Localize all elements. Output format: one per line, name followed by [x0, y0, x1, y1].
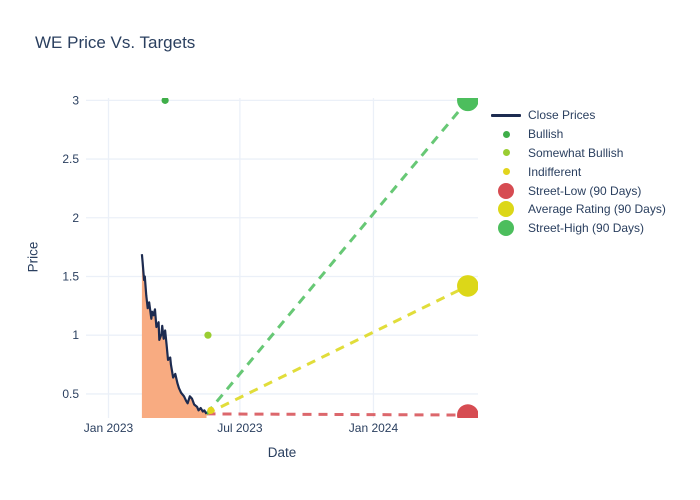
y-tick-label: 2.5 [62, 152, 79, 166]
close-price-fill [141, 254, 207, 418]
y-tick-label: 1 [72, 328, 79, 342]
legend-label: Somewhat Bullish [528, 145, 624, 160]
average-rating-90-days-legend-dot-icon [484, 201, 528, 218]
legend-label: Close Prices [528, 108, 596, 123]
y-tick-label: 0.5 [62, 387, 79, 401]
street-high-90-days-trendline[interactable] [205, 99, 469, 415]
x-tick-label: Jan 2024 [349, 421, 399, 435]
y-tick-label: 3 [72, 93, 79, 107]
legend-item-close-prices[interactable]: Close Prices [484, 106, 666, 125]
x-tick-label: Jul 2023 [217, 421, 263, 435]
chart-title: WE Price Vs. Targets [35, 33, 196, 52]
y-axis-title: Price [25, 241, 41, 273]
legend-item-bullish[interactable]: Bullish [484, 125, 666, 144]
legend: Close Prices Bullish Somewhat Bullish Indif… [484, 106, 666, 238]
legend-label: Indifferent [528, 164, 582, 179]
indifferent-legend-dot-icon [484, 168, 528, 176]
somewhat-bullish-legend-dot-icon [484, 149, 528, 157]
street-low-90-days-marker[interactable] [457, 404, 479, 426]
legend-item-average-rating-90-days[interactable]: Average Rating (90 Days) [484, 200, 666, 219]
x-tick-label: Jan 2023 [84, 421, 134, 435]
y-tick-label: 2 [72, 211, 79, 225]
legend-item-street-low-90-days[interactable]: Street-Low (90 Days) [484, 181, 666, 200]
legend-label: Street-Low (90 Days) [528, 183, 642, 198]
bullish-marker[interactable] [161, 97, 169, 104]
legend-label: Bullish [528, 127, 564, 142]
indifferent-marker[interactable] [207, 406, 215, 414]
street-high-90-days-legend-dot-icon [484, 220, 528, 237]
legend-item-somewhat-bullish[interactable]: Somewhat Bullish [484, 144, 666, 163]
street-low-90-days-trendline[interactable] [206, 412, 468, 417]
average-rating-90-days-trendline[interactable] [205, 284, 469, 416]
x-axis-title: Date [267, 445, 297, 460]
y-tick-label: 1.5 [62, 269, 79, 283]
close-prices-legend-line-icon [484, 113, 528, 117]
legend-label: Street-High (90 Days) [528, 221, 645, 236]
street-high-90-days-marker[interactable] [457, 90, 479, 112]
street-low-90-days-legend-dot-icon [484, 182, 528, 199]
legend-label: Average Rating (90 Days) [528, 202, 666, 217]
bullish-legend-dot-icon [484, 130, 528, 138]
close-price-line[interactable] [140, 254, 208, 415]
legend-item-street-high-90-days[interactable]: Street-High (90 Days) [484, 219, 666, 238]
legend-item-indifferent[interactable]: Indifferent [484, 162, 666, 181]
average-rating-90-days-marker[interactable] [457, 275, 479, 297]
somewhat-bullish-marker[interactable] [204, 331, 212, 339]
